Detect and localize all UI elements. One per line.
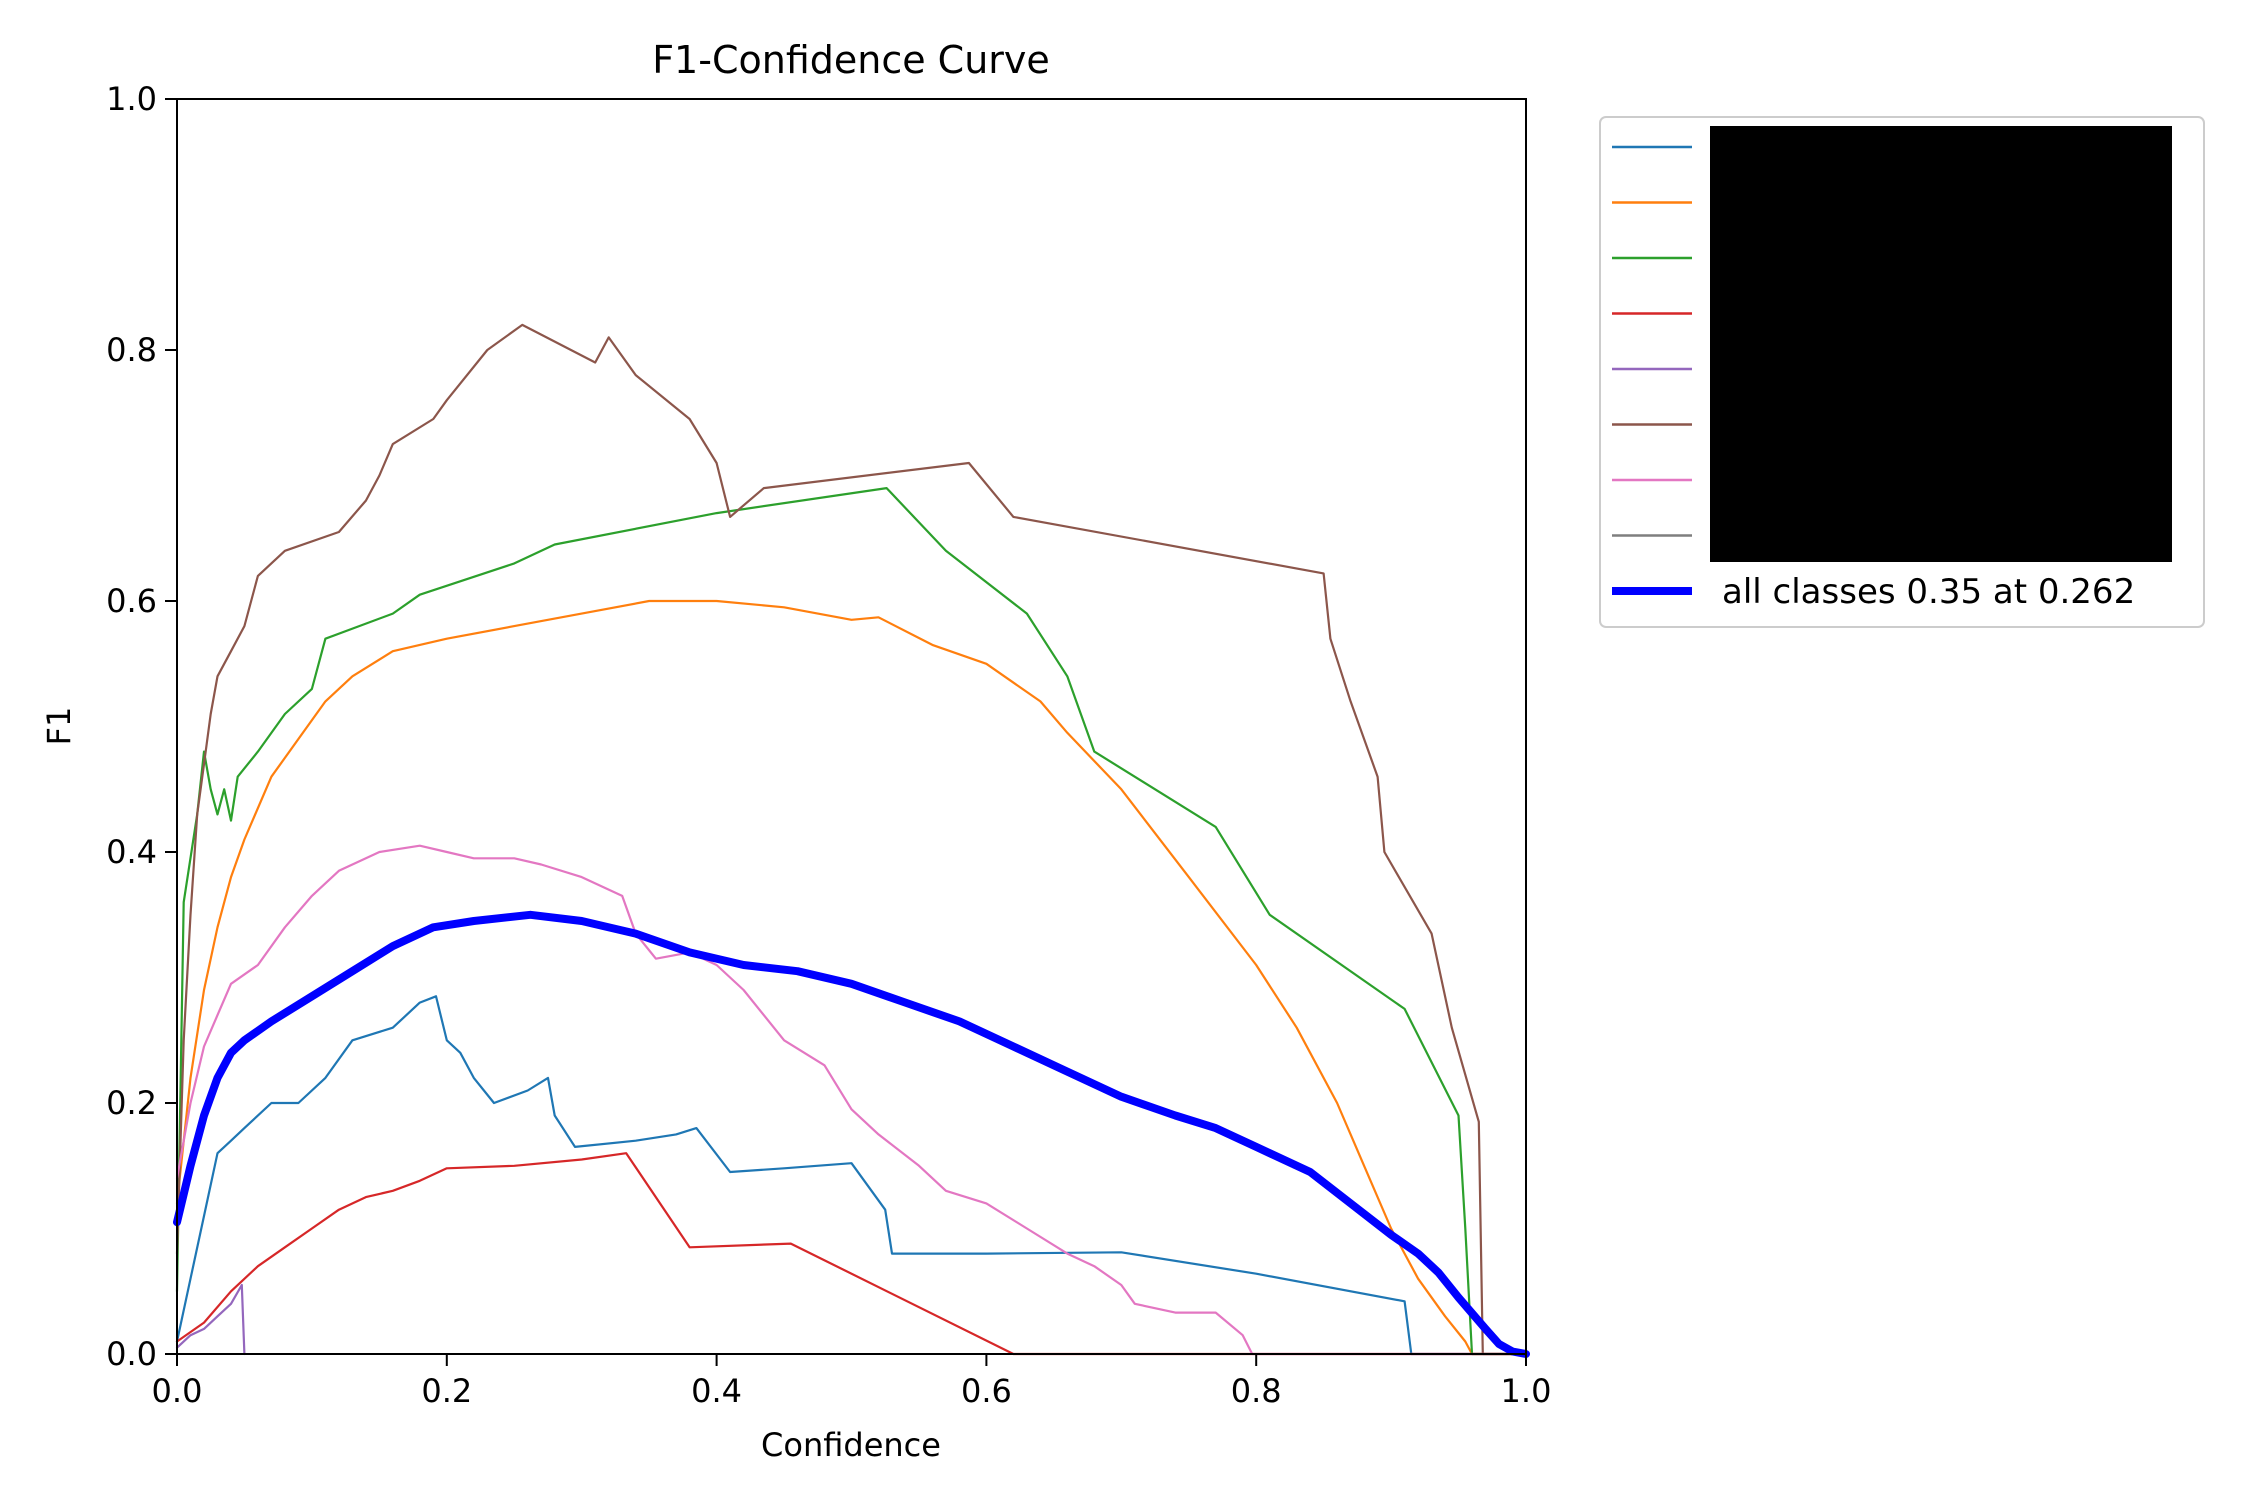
legend: all classes 0.35 at 0.262 (1599, 116, 2205, 628)
x-axis-label: Confidence (761, 1426, 941, 1464)
y-tick-label: 0.6 (106, 582, 157, 620)
x-axis: 0.0 0.2 0.4 0.6 0.8 1.0 (152, 1354, 1552, 1410)
x-tick-label: 0.4 (691, 1372, 742, 1410)
series-line-5 (175, 1283, 246, 1356)
series-all-classes-line (173, 910, 1530, 1358)
series-line-6 (175, 323, 1528, 1356)
x-tick-label: 1.0 (1501, 1372, 1552, 1410)
y-axis: 0.0 0.2 0.4 0.6 0.8 1.0 (106, 80, 177, 1373)
y-tick-label: 0.0 (106, 1335, 157, 1373)
x-tick-label: 0.8 (1231, 1372, 1282, 1410)
series-line-1 (175, 995, 1528, 1356)
y-tick-label: 0.2 (106, 1084, 157, 1122)
series-line-2 (175, 599, 1528, 1356)
x-tick-label: 0.0 (152, 1372, 203, 1410)
x-tick-label: 0.6 (961, 1372, 1012, 1410)
y-tick-label: 1.0 (106, 80, 157, 118)
y-axis-label: F1 (40, 707, 78, 746)
series-line-4 (175, 1152, 1528, 1356)
y-tick-label: 0.8 (106, 331, 157, 369)
chart-title: F1-Confidence Curve (652, 38, 1050, 82)
axes-frame (176, 98, 1527, 1355)
legend-redaction-block (1710, 126, 2172, 562)
x-tick-label: 0.2 (421, 1372, 472, 1410)
series-line-3 (175, 487, 1528, 1356)
y-tick-label: 0.4 (106, 833, 157, 871)
legend-entries: all classes 0.35 at 0.262 (1612, 145, 2135, 612)
series-layer (173, 323, 1530, 1358)
legend-label-all-classes: all classes 0.35 at 0.262 (1722, 572, 2135, 612)
